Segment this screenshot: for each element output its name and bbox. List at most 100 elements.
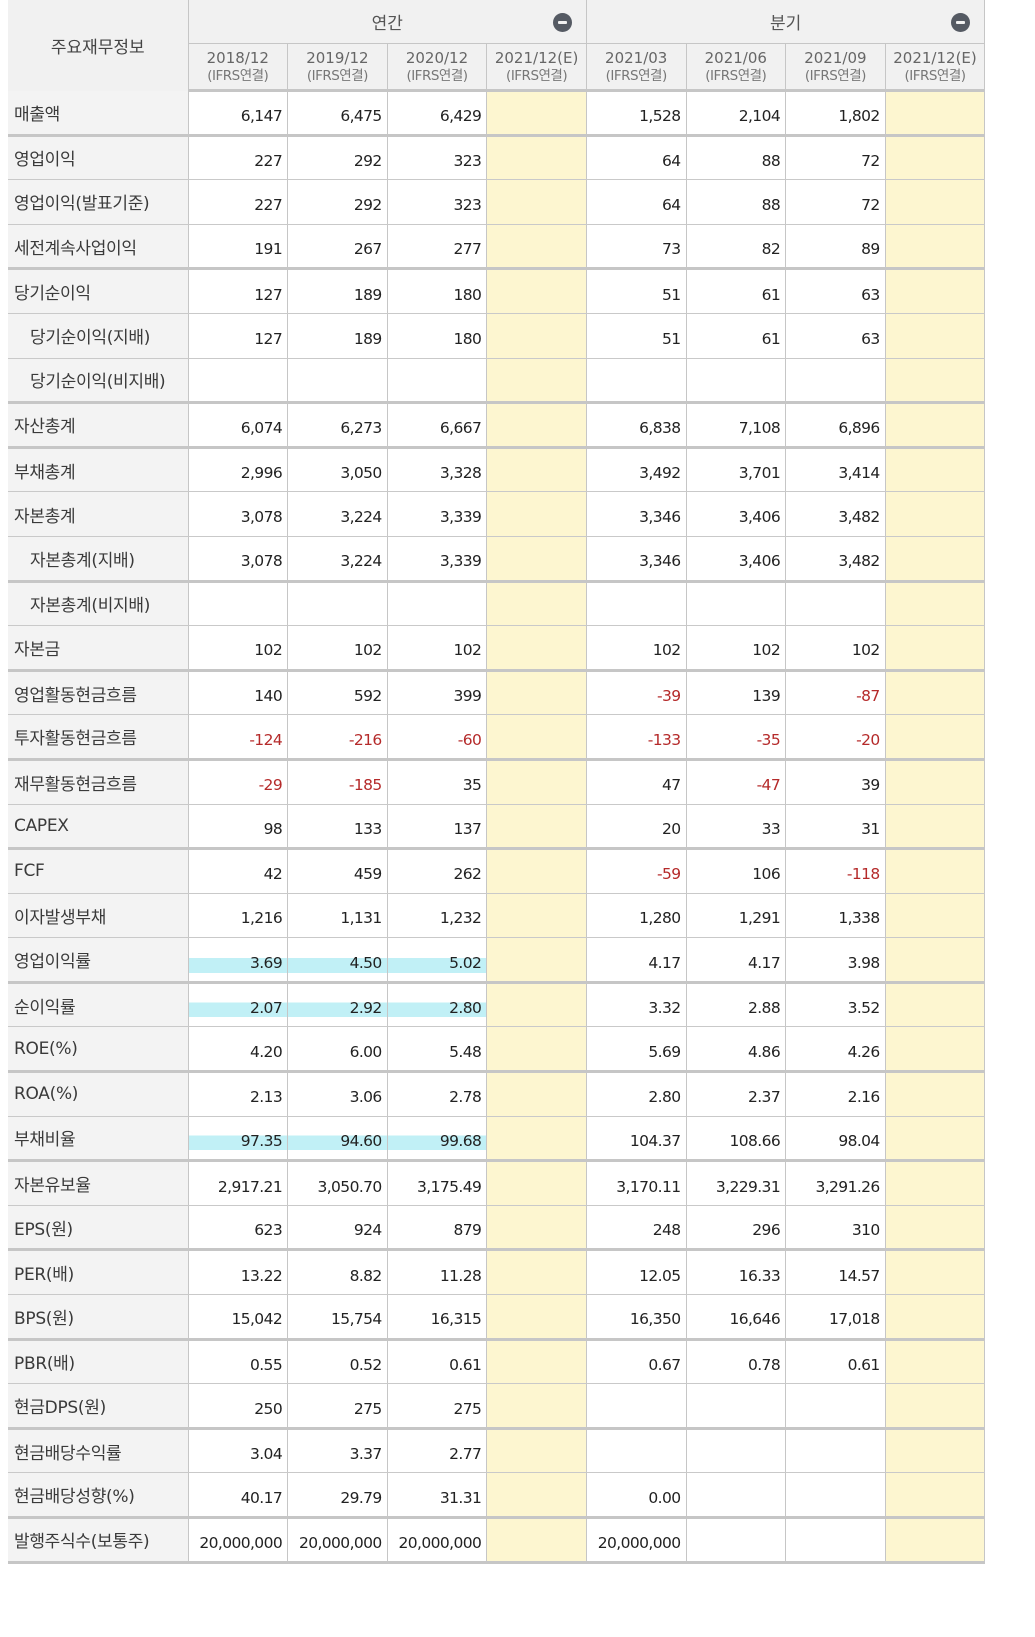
row-label[interactable]: 자본총계 [8, 491, 189, 537]
value-cell: 4.17 [586, 937, 687, 984]
row-label[interactable]: 발행주식수(보통주) [8, 1517, 189, 1564]
value-cell [785, 1428, 886, 1474]
row-label[interactable]: 당기순이익(지배) [8, 313, 189, 359]
value-cell: 277 [387, 224, 488, 271]
row-label[interactable]: 투자활동현금흐름 [8, 714, 189, 761]
value-cell: 20,000,000 [188, 1517, 289, 1564]
value-cell: 15,042 [188, 1294, 289, 1341]
table-row: 자산총계 6,074 6,273 6,667 6,838 7,108 6,896 [8, 402, 986, 449]
value-cell [586, 1428, 687, 1474]
value-cell [486, 1428, 587, 1474]
table-row: PER(배) 13.22 8.82 11.28 12.05 16.33 14.57 [8, 1249, 986, 1296]
row-label[interactable]: EPS(원) [8, 1205, 189, 1252]
row-label[interactable]: CAPEX [8, 804, 189, 851]
value-cell [486, 982, 587, 1028]
row-label[interactable]: PER(배) [8, 1249, 189, 1296]
value-cell: 63 [785, 268, 886, 314]
row-label[interactable]: BPS(원) [8, 1294, 189, 1341]
annual-collapse-minus-icon[interactable] [552, 13, 572, 32]
row-label[interactable]: ROE(%) [8, 1026, 189, 1074]
value-cell: 8.82 [287, 1249, 388, 1296]
row-label[interactable]: 자본총계(지배) [8, 536, 189, 583]
row-label[interactable]: 자본금 [8, 625, 189, 672]
value-cell: 191 [188, 224, 289, 271]
row-label[interactable]: 영업이익률 [8, 937, 189, 984]
row-label[interactable]: 영업이익(발표기준) [8, 179, 189, 225]
period-label: 2021/09 [804, 48, 867, 67]
row-label[interactable]: 매출액 [8, 90, 189, 137]
value-cell: 20,000,000 [287, 1517, 388, 1564]
row-label[interactable]: 영업활동현금흐름 [8, 670, 189, 716]
row-label[interactable]: 자산총계 [8, 402, 189, 449]
row-label[interactable]: FCF [8, 848, 189, 894]
value-cell: 2,104 [686, 90, 787, 137]
value-cell: 250 [188, 1383, 289, 1430]
row-label[interactable]: 재무활동현금흐름 [8, 759, 189, 805]
value-cell: 17,018 [785, 1294, 886, 1341]
value-cell: -35 [686, 714, 787, 761]
quarter-collapse-minus-icon[interactable] [951, 13, 971, 32]
value-cell: 2.80 [586, 1071, 687, 1117]
value-cell [486, 536, 587, 583]
period-header-row: 2018/12 (IFRS연결) 2019/12 (IFRS연결) 2020/12 (IF… [8, 43, 986, 92]
value-cell: 2.07 [188, 982, 289, 1028]
row-label[interactable]: 당기순이익 [8, 268, 189, 314]
value-cell: 6,147 [188, 90, 289, 137]
value-cell [486, 447, 587, 493]
table-row: 발행주식수(보통주) 20,000,000 20,000,000 20,000,000… [8, 1517, 986, 1564]
row-label[interactable]: 현금배당성향(%) [8, 1472, 189, 1519]
row-label[interactable]: 현금DPS(원) [8, 1383, 189, 1430]
table-row: 영업이익률 3.69 4.50 5.02 4.17 4.17 3.98 [8, 937, 986, 984]
row-label[interactable]: ROA(%) [8, 1071, 189, 1117]
value-cell: 3,078 [188, 536, 289, 583]
row-label[interactable]: 부채비율 [8, 1116, 189, 1163]
table-row: 순이익률 2.07 2.92 2.80 3.32 2.88 3.52 [8, 982, 986, 1028]
value-cell: 2.92 [287, 982, 388, 1028]
annual-group-header: 연간 [188, 0, 587, 44]
value-cell: 102 [287, 625, 388, 672]
table-row: 영업이익(발표기준) 227 292 323 64 88 72 [8, 179, 986, 225]
row-label[interactable]: 순이익률 [8, 982, 189, 1028]
value-cell [486, 1026, 587, 1074]
value-cell: 72 [785, 135, 886, 181]
accounting-basis-label: (IFRS연결) [306, 67, 369, 84]
value-cell [885, 1428, 986, 1474]
table-row: 현금배당수익률 3.04 3.37 2.77 [8, 1428, 986, 1474]
table-row: 부채비율 97.35 94.60 99.68 104.37 108.66 98.04 [8, 1116, 986, 1163]
value-cell: 139 [686, 670, 787, 716]
value-cell [486, 402, 587, 449]
table-row: 투자활동현금흐름 -124 -216 -60 -133 -35 -20 [8, 714, 986, 761]
value-cell: 267 [287, 224, 388, 271]
value-cell: 12.05 [586, 1249, 687, 1296]
row-label[interactable]: 부채총계 [8, 447, 189, 493]
row-label[interactable]: PBR(배) [8, 1339, 189, 1385]
row-label[interactable]: 현금배당수익률 [8, 1428, 189, 1474]
value-cell: 16,646 [686, 1294, 787, 1341]
value-cell: 82 [686, 224, 787, 271]
row-label[interactable]: 자본유보율 [8, 1160, 189, 1206]
value-cell [885, 1160, 986, 1206]
period-header-5: 2021/06 (IFRS연결) [686, 43, 787, 92]
value-cell: 61 [686, 268, 787, 314]
value-cell: 879 [387, 1205, 488, 1252]
value-cell: -60 [387, 714, 488, 761]
table-row: 매출액 6,147 6,475 6,429 1,528 2,104 1,802 [8, 90, 986, 137]
value-cell: 99.68 [387, 1116, 488, 1163]
value-cell: 15,754 [287, 1294, 388, 1341]
table-row: 자본유보율 2,917.21 3,050.70 3,175.49 3,170.11 3,2… [8, 1160, 986, 1206]
value-cell [486, 1517, 587, 1564]
value-cell [486, 268, 587, 314]
value-cell [686, 1383, 787, 1430]
row-label[interactable]: 당기순이익(비지배) [8, 358, 189, 405]
value-cell: 4.17 [686, 937, 787, 984]
value-cell: 3,050.70 [287, 1160, 388, 1206]
value-cell [486, 893, 587, 939]
value-cell: 89 [785, 224, 886, 271]
value-cell: 3.32 [586, 982, 687, 1028]
row-label[interactable]: 영업이익 [8, 135, 189, 181]
value-cell [387, 581, 488, 627]
value-cell: 3,701 [686, 447, 787, 493]
row-label[interactable]: 자본총계(비지배) [8, 581, 189, 627]
row-label[interactable]: 이자발생부채 [8, 893, 189, 939]
row-label[interactable]: 세전계속사업이익 [8, 224, 189, 271]
